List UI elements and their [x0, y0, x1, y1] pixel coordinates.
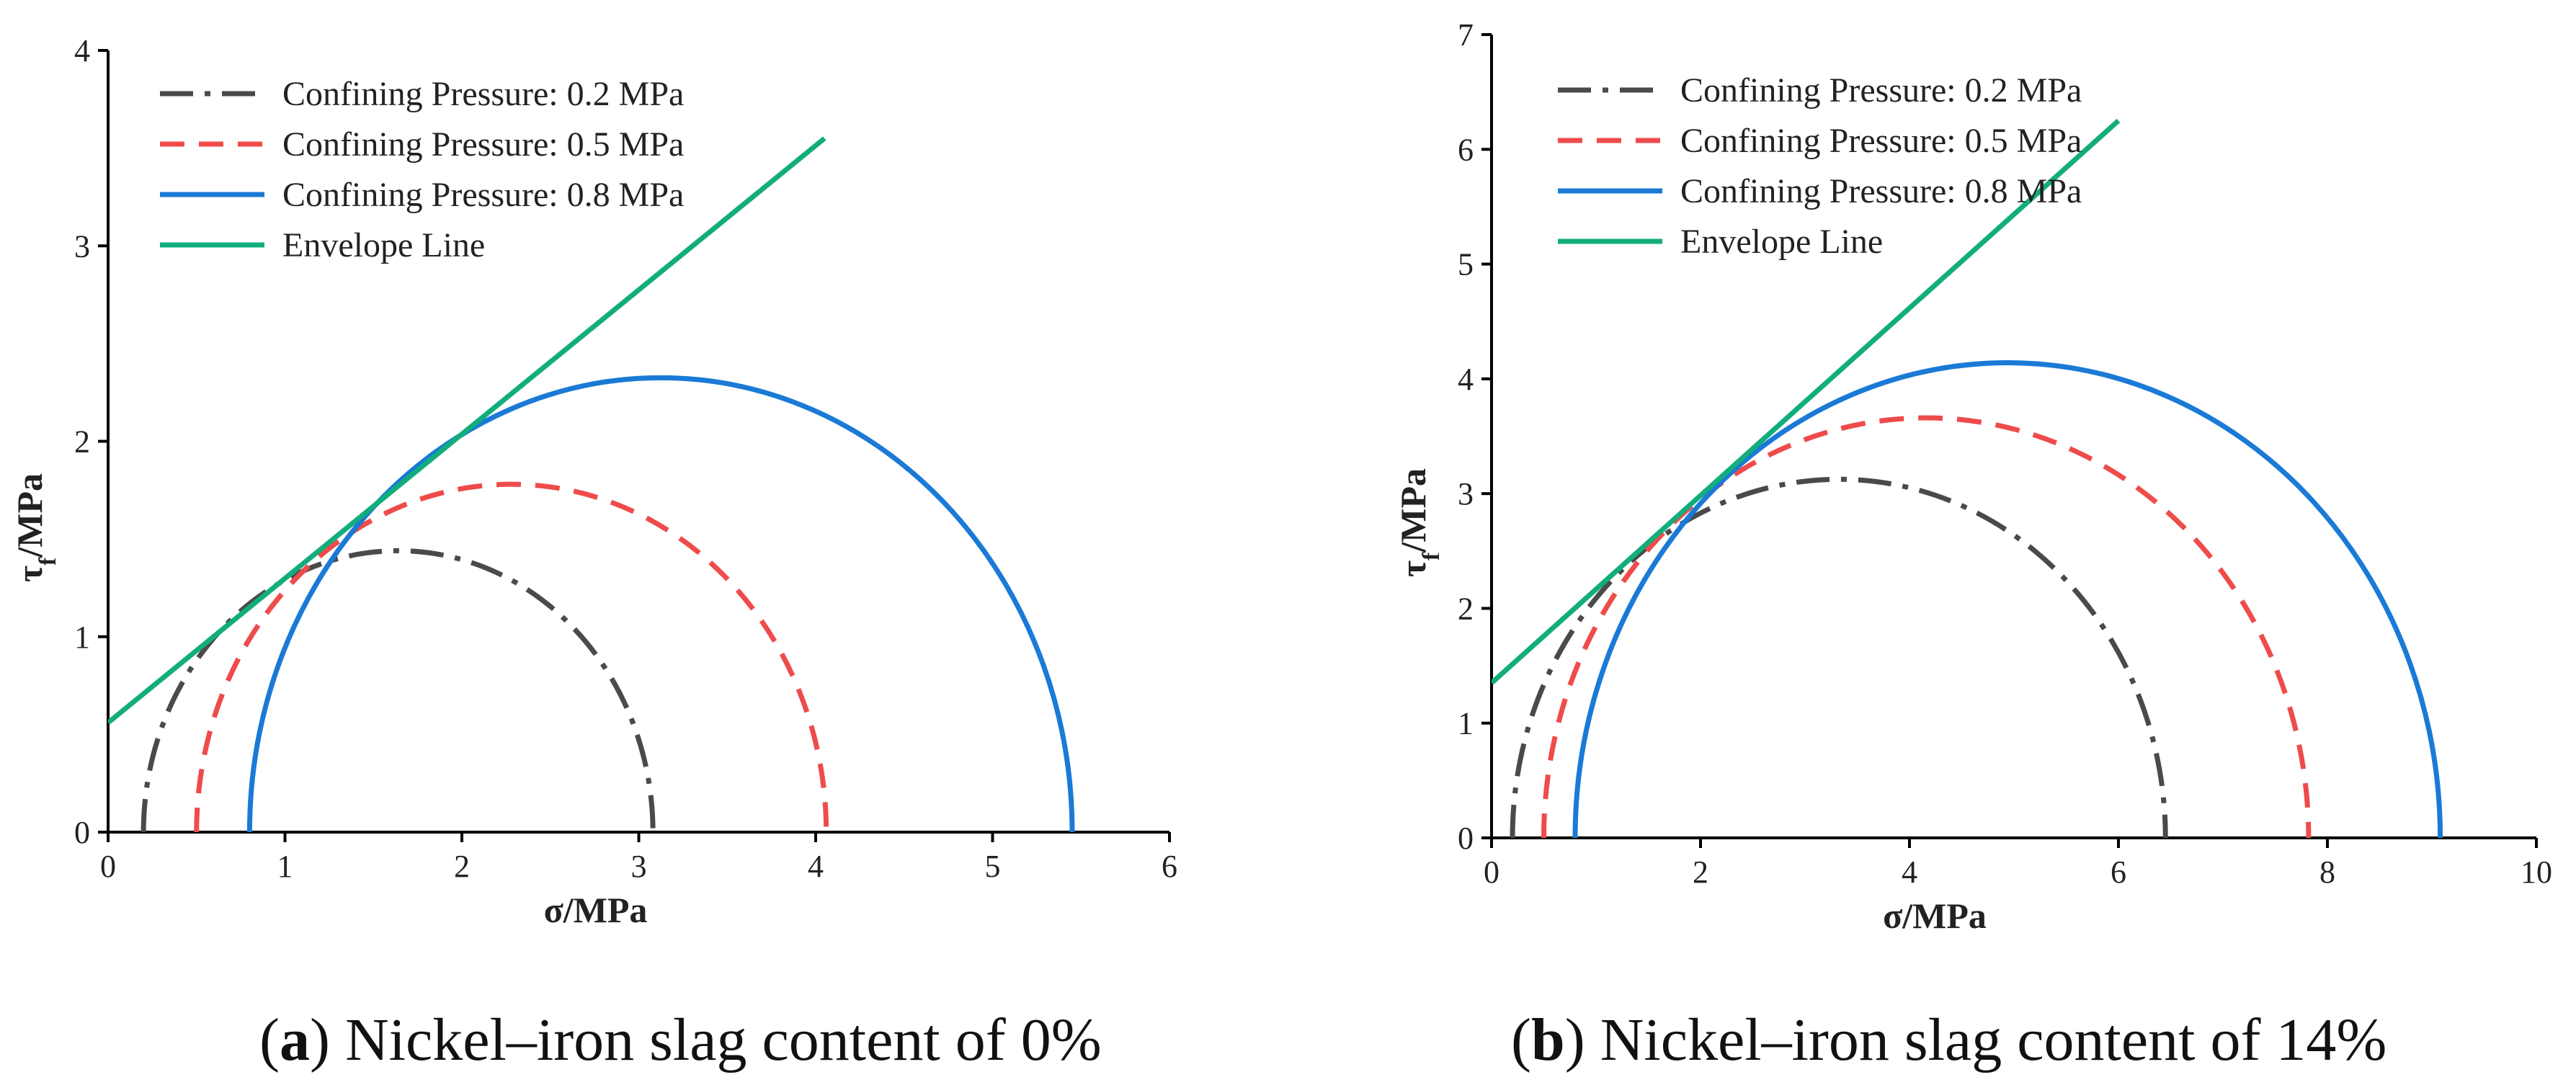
y-axis-label-sub: f [35, 557, 61, 566]
y-axis-label-sub: f [1418, 552, 1445, 561]
y-axis-label-rest: /MPa [9, 473, 50, 558]
y-tick-label: 2 [1458, 591, 1474, 626]
panel-b-chart: 0 2 4 6 8 10 0 1 2 3 4 5 6 7 σ/MPa τf/MPa Confining Pres… [1393, 17, 2552, 936]
y-tick-label: 4 [74, 33, 90, 68]
envelope-line [108, 136, 826, 725]
legend-label-0: Confining Pressure: 0.2 MPa [1680, 71, 2082, 110]
y-tick-label: 4 [1458, 362, 1474, 397]
legend-label-2: Confining Pressure: 0.8 MPa [1680, 172, 2082, 210]
caption-a-text: Nickel–iron slag content of 0% [344, 1006, 1102, 1073]
mohr-circle-0 [141, 548, 656, 832]
y-tick-label: 7 [1458, 17, 1474, 53]
caption-b-label: b [1530, 1006, 1565, 1073]
caption-a-label: a [279, 1006, 310, 1073]
x-tick-label: 3 [631, 849, 647, 884]
mohr-circle-2 [1572, 360, 2443, 838]
x-tick-label: 6 [2111, 854, 2126, 890]
y-tick-label: 1 [1458, 706, 1474, 741]
mohr-circle-1 [1541, 415, 2312, 838]
legend-label-3: Envelope Line [1680, 223, 1883, 261]
legend-label-0: Confining Pressure: 0.2 MPa [282, 75, 684, 113]
x-tick-label: 10 [2521, 854, 2552, 890]
y-axis-label-main: τ [9, 566, 50, 582]
y-tick-label: 6 [1458, 132, 1474, 167]
x-tick-label: 2 [1693, 854, 1708, 890]
envelope-line [1492, 118, 2121, 685]
x-tick-label: 1 [277, 849, 293, 884]
y-axis-label: τf/MPa [1393, 468, 1445, 577]
legend-label-3: Envelope Line [282, 226, 485, 264]
x-tick-label: 5 [985, 849, 1001, 884]
y-axis-label-main: τ [1393, 561, 1433, 577]
x-axis-label: σ/MPa [1883, 896, 1987, 936]
panel-a-chart: 0 1 2 3 4 5 6 0 1 2 3 4 σ/MPa τf/MPa Confining Pressur… [9, 33, 1177, 930]
legend-label-1: Confining Pressure: 0.5 MPa [282, 125, 684, 164]
mohr-circle-0 [1510, 476, 2168, 838]
plot-area [108, 136, 1072, 832]
x-tick-label: 4 [1902, 854, 1917, 890]
mohr-circle-2 [249, 378, 1072, 832]
x-tick-label: 2 [454, 849, 470, 884]
y-tick-label: 2 [74, 424, 90, 460]
x-axis-label: σ/MPa [544, 890, 648, 930]
y-tick-label: 0 [1458, 821, 1474, 856]
y-axis-label-rest: /MPa [1393, 468, 1433, 553]
legend-label-1: Confining Pressure: 0.5 MPa [1680, 122, 2082, 160]
x-tick-label: 8 [2319, 854, 2335, 890]
x-tick-label: 6 [1162, 849, 1177, 884]
caption-b: (b) Nickel–iron slag content of 14% [1511, 1006, 2387, 1073]
mohr-circle-1 [194, 481, 829, 832]
y-tick-label: 5 [1458, 247, 1474, 282]
y-axis-label: τf/MPa [9, 473, 61, 582]
caption-b-text: Nickel–iron slag content of 14% [1600, 1006, 2387, 1073]
x-tick-label: 0 [100, 849, 116, 884]
y-tick-label: 3 [74, 228, 90, 264]
x-tick-label: 4 [808, 849, 824, 884]
legend-label-2: Confining Pressure: 0.8 MPa [282, 176, 684, 214]
y-tick-label: 3 [1458, 476, 1474, 512]
y-tick-label: 1 [74, 620, 90, 655]
y-tick-label: 0 [74, 815, 90, 850]
x-tick-label: 0 [1484, 854, 1499, 890]
plot-area [1492, 118, 2443, 838]
caption-a: (a) Nickel–iron slag content of 0% [259, 1006, 1102, 1073]
